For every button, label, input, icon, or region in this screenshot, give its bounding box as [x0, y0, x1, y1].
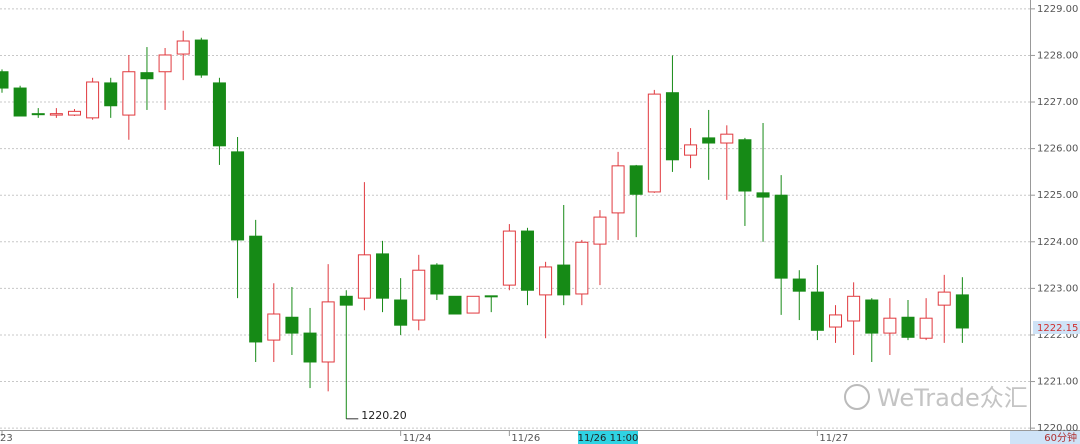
y-tick-label: 1226.00 — [1037, 144, 1078, 155]
candle-body — [937, 291, 951, 306]
y-tick-label: 1224.00 — [1037, 237, 1078, 248]
candle-body — [502, 230, 516, 286]
candle-body — [448, 295, 462, 315]
candle-body — [629, 165, 643, 195]
candle-body — [702, 137, 716, 144]
y-tick-label: 1223.00 — [1037, 283, 1078, 294]
last-price-label: 1222.15 — [1037, 323, 1078, 334]
last-price-box — [1033, 320, 1080, 334]
y-tick-label: 1227.00 — [1037, 97, 1078, 108]
candle-body — [13, 87, 27, 117]
candle-body — [249, 235, 263, 343]
candle-body — [394, 299, 408, 326]
watermark-text: WeTrade众汇 — [877, 384, 1028, 412]
candle-body — [883, 317, 897, 334]
candle-body — [303, 332, 317, 363]
candle-body — [31, 113, 45, 116]
candle-body — [194, 39, 208, 76]
candle-body — [321, 301, 335, 363]
candle-body — [684, 144, 698, 156]
y-tick-label: 1228.00 — [1037, 50, 1078, 61]
candle-body — [919, 317, 933, 339]
candle-body — [176, 40, 190, 55]
candle-body — [756, 192, 770, 198]
candle-body — [140, 72, 154, 80]
candle-body — [231, 151, 245, 241]
crosshair-label: 11/26 11:00 — [578, 433, 639, 444]
candle-body — [593, 216, 607, 245]
candle-body — [847, 295, 861, 322]
crosshair-label-box — [578, 431, 638, 444]
candle-body — [720, 133, 734, 144]
candle-body — [339, 295, 353, 306]
candle-body — [86, 81, 100, 119]
x-tick-label: 23 — [0, 433, 13, 444]
period-box — [1010, 431, 1080, 444]
candle-body — [738, 139, 752, 192]
candle-body — [647, 93, 661, 193]
candle-body — [430, 264, 444, 295]
candle-body — [49, 113, 63, 116]
y-tick-label: 1221.00 — [1037, 377, 1078, 388]
annotation-label: 1220.20 — [361, 409, 407, 422]
candle-body — [955, 294, 969, 329]
y-tick-label: 1220.00 — [1037, 423, 1078, 434]
candle-body — [122, 71, 136, 116]
candle-body — [466, 295, 480, 314]
candle-body — [774, 194, 788, 279]
candle-body — [376, 253, 390, 299]
x-tick-label: 11/27 — [819, 433, 848, 444]
candle-body — [267, 313, 281, 341]
candle-body — [104, 82, 118, 107]
candle-body — [901, 316, 915, 338]
candle-body — [212, 82, 226, 147]
candle-body — [484, 295, 498, 298]
candle-body — [792, 278, 806, 292]
watermark-icon — [844, 384, 870, 410]
candle-body — [810, 291, 824, 331]
candle-body — [611, 165, 625, 214]
candle-body — [357, 254, 371, 299]
candle-body — [865, 299, 879, 334]
candle-body — [285, 316, 299, 334]
period-label: 60分钟 — [1044, 431, 1077, 444]
x-tick-label: 11/24 — [403, 433, 432, 444]
candle-body — [575, 241, 589, 295]
x-tick-label: 11/26 — [511, 433, 540, 444]
y-tick-label: 1225.00 — [1037, 190, 1078, 201]
candle-body — [829, 314, 843, 328]
candle-body — [520, 230, 534, 291]
candle-body — [539, 266, 553, 296]
y-tick-label: 1222.00 — [1037, 330, 1078, 341]
candle-body — [412, 269, 426, 321]
candle-body — [557, 264, 571, 296]
candle-body — [158, 54, 172, 73]
watermark: WeTrade众汇 — [844, 384, 1028, 412]
candle-body — [67, 110, 81, 116]
candle-body — [0, 71, 9, 89]
y-tick-label: 1229.00 — [1037, 4, 1078, 15]
candle-body — [665, 92, 679, 161]
